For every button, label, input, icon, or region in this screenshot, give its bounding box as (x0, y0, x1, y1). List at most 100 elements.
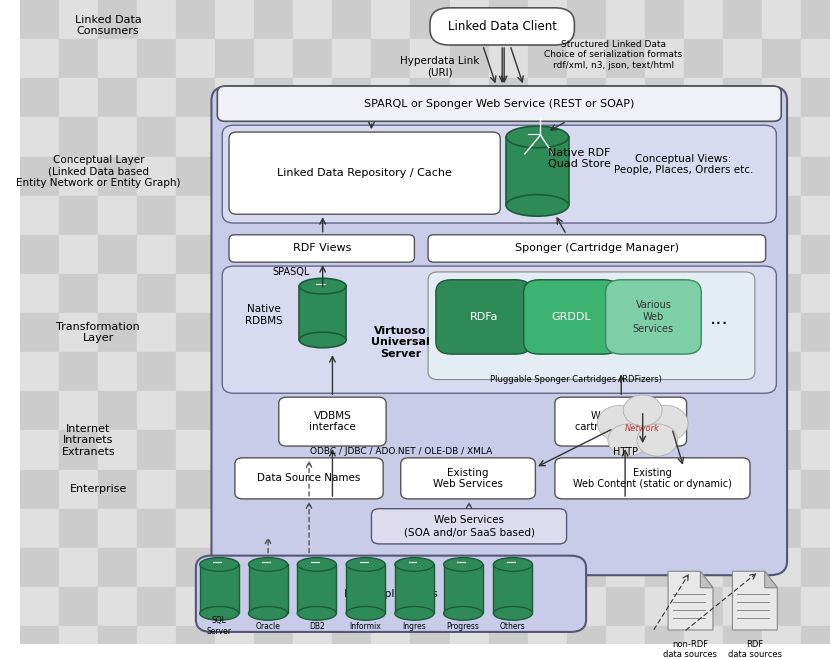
Bar (645, 78, 684, 117)
Bar (98, 39, 137, 78)
Bar (684, 157, 723, 195)
Bar (645, 548, 684, 587)
Bar (489, 39, 528, 78)
Bar (176, 430, 215, 470)
Bar (489, 548, 528, 587)
Bar (333, 274, 372, 313)
Bar (723, 39, 762, 78)
Ellipse shape (200, 607, 239, 620)
Bar (137, 195, 176, 235)
Bar (606, 587, 645, 626)
Bar (606, 352, 645, 392)
Bar (20, 548, 59, 587)
Bar (254, 0, 294, 39)
Bar (762, 509, 801, 548)
Bar (59, 587, 98, 626)
Bar (684, 587, 723, 626)
Bar (723, 78, 762, 117)
Bar (762, 235, 801, 274)
Circle shape (598, 405, 642, 442)
Bar (372, 78, 411, 117)
Bar (333, 626, 372, 658)
Bar (372, 392, 411, 430)
Bar (723, 274, 762, 313)
Bar (137, 626, 176, 658)
FancyBboxPatch shape (222, 266, 776, 393)
Bar (176, 117, 215, 157)
Bar (567, 274, 606, 313)
Bar (176, 313, 215, 352)
Text: Informix: Informix (349, 622, 382, 630)
Bar (567, 587, 606, 626)
Bar (59, 39, 98, 78)
Ellipse shape (297, 607, 336, 620)
Bar (372, 626, 411, 658)
Bar (489, 430, 528, 470)
Bar (723, 117, 762, 157)
Bar (762, 430, 801, 470)
Bar (801, 587, 830, 626)
Bar (137, 313, 176, 352)
Bar (489, 274, 528, 313)
Bar (684, 274, 723, 313)
Bar (528, 470, 567, 509)
Bar (176, 78, 215, 117)
Bar (411, 235, 450, 274)
Text: RDF Views: RDF Views (292, 243, 351, 253)
Bar (762, 274, 801, 313)
Bar (606, 117, 645, 157)
Bar (489, 392, 528, 430)
Text: Existing
Web Services: Existing Web Services (433, 468, 503, 489)
Bar (59, 430, 98, 470)
Bar (254, 235, 294, 274)
FancyBboxPatch shape (430, 8, 574, 45)
Bar (254, 470, 294, 509)
Bar (450, 195, 489, 235)
Ellipse shape (395, 607, 434, 620)
Text: Web service
cartridge interface: Web service cartridge interface (575, 411, 666, 432)
Text: Internet
Intranets
Extranets: Internet Intranets Extranets (61, 424, 115, 457)
Ellipse shape (444, 607, 483, 620)
Bar (450, 548, 489, 587)
Bar (20, 313, 59, 352)
Bar (20, 195, 59, 235)
Bar (294, 274, 333, 313)
FancyBboxPatch shape (428, 235, 765, 262)
Bar (762, 352, 801, 392)
Bar (215, 548, 254, 587)
Bar (567, 509, 606, 548)
Bar (59, 626, 98, 658)
Text: RDFa: RDFa (470, 312, 498, 322)
Ellipse shape (300, 278, 346, 294)
Bar (723, 470, 762, 509)
Bar (801, 235, 830, 274)
Bar (762, 548, 801, 587)
Bar (606, 274, 645, 313)
Bar (684, 78, 723, 117)
Bar (684, 548, 723, 587)
Bar (489, 235, 528, 274)
Bar (98, 195, 137, 235)
Bar (684, 117, 723, 157)
Text: Pluggable Sponger Cartridges (RDFizers): Pluggable Sponger Cartridges (RDFizers) (491, 375, 662, 384)
Text: Structured Linked Data
Choice of serialization formats
rdf/xml, n3, json, text/h: Structured Linked Data Choice of seriali… (544, 40, 682, 70)
Bar (20, 0, 59, 39)
Bar (59, 235, 98, 274)
Bar (723, 548, 762, 587)
Bar (528, 117, 567, 157)
Bar (450, 587, 489, 626)
Bar (528, 235, 567, 274)
Bar (294, 157, 333, 195)
Bar (606, 0, 645, 39)
Bar (176, 235, 215, 274)
Bar (801, 78, 830, 117)
Bar (20, 626, 59, 658)
Ellipse shape (300, 332, 346, 348)
Bar (215, 509, 254, 548)
Bar (254, 274, 294, 313)
Bar (606, 235, 645, 274)
Bar (176, 470, 215, 509)
Bar (137, 352, 176, 392)
Bar (254, 157, 294, 195)
Ellipse shape (248, 557, 287, 571)
